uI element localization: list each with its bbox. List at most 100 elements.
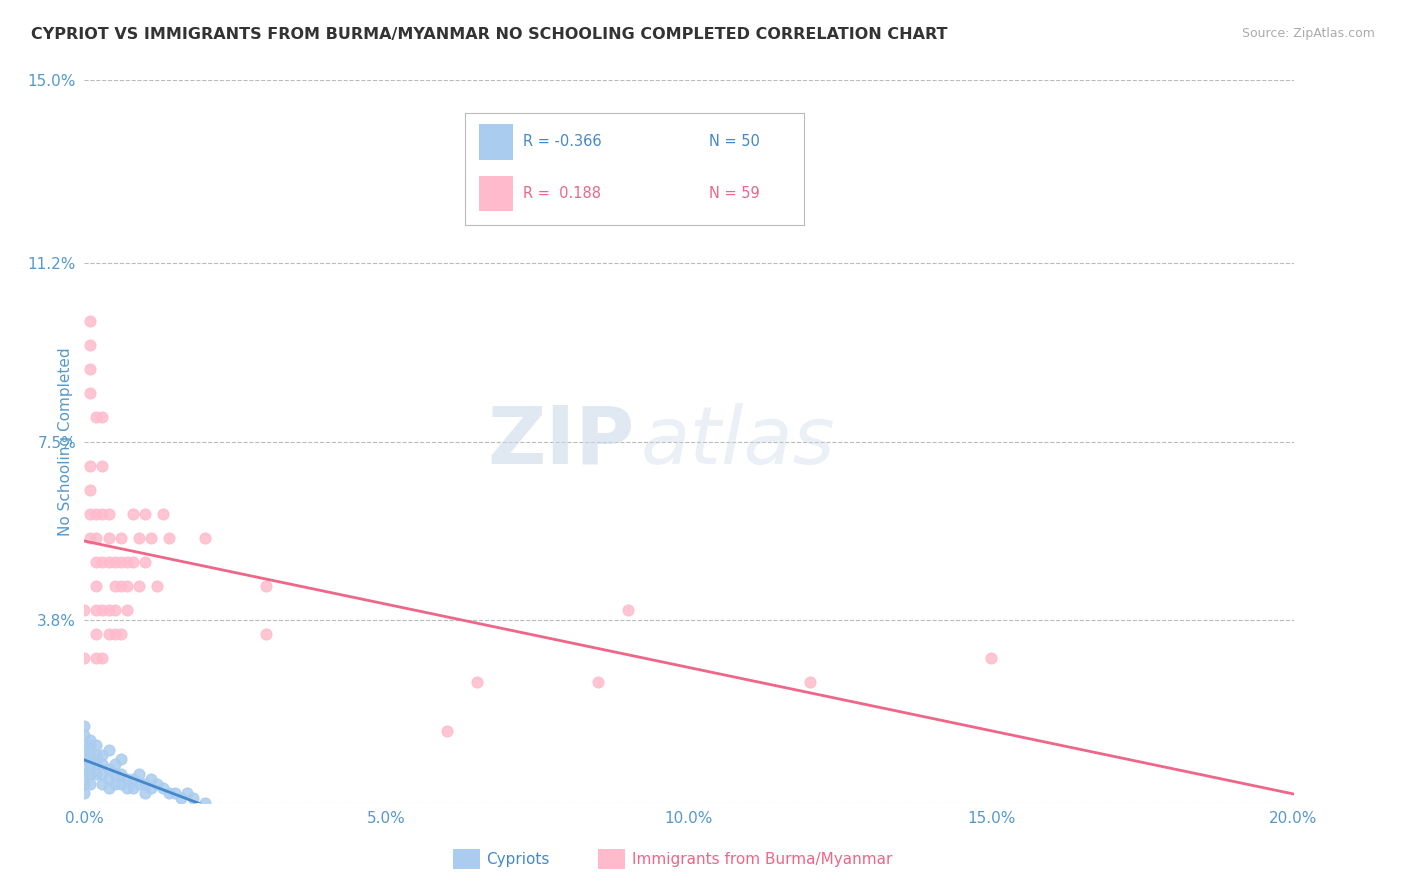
Point (104, 757, 127, 772)
Point (79, 757, 101, 772)
Point (128, 531, 150, 545)
Point (115, 555, 138, 569)
Point (980, 651, 1002, 665)
Point (152, 781, 174, 796)
Point (104, 776, 127, 790)
Point (134, 786, 156, 800)
Point (79, 338, 101, 352)
Point (110, 627, 132, 641)
Point (115, 579, 138, 593)
Point (73, 738, 96, 752)
Point (79, 738, 101, 752)
Point (152, 507, 174, 521)
Point (110, 752, 132, 766)
Point (165, 786, 187, 800)
Point (104, 627, 127, 641)
Point (79, 362, 101, 376)
Point (79, 314, 101, 328)
Point (91, 458, 114, 473)
Point (91, 555, 114, 569)
Point (86, 767, 108, 781)
Point (91, 776, 114, 790)
Point (128, 767, 150, 781)
Point (588, 675, 610, 690)
Point (97, 762, 120, 776)
Point (121, 772, 143, 786)
Point (79, 386, 101, 401)
Point (254, 579, 277, 593)
Bar (453, 849, 479, 870)
Point (97, 743, 120, 757)
Point (97, 627, 120, 641)
Point (115, 781, 138, 796)
Bar (599, 849, 624, 870)
Point (79, 776, 101, 790)
Point (115, 603, 138, 617)
Point (73, 719, 96, 733)
Point (86, 555, 108, 569)
Point (170, 791, 193, 805)
Point (110, 579, 132, 593)
Point (79, 767, 101, 781)
Point (134, 507, 156, 521)
Point (73, 728, 96, 742)
Point (254, 627, 277, 641)
Point (181, 791, 204, 805)
Point (128, 579, 150, 593)
Point (104, 767, 127, 781)
Point (104, 555, 127, 569)
Point (86, 651, 108, 665)
Point (79, 507, 101, 521)
Point (121, 781, 143, 796)
Point (139, 531, 162, 545)
Point (104, 579, 127, 593)
Point (97, 555, 120, 569)
Point (91, 507, 114, 521)
Text: atlas: atlas (641, 402, 835, 481)
Point (91, 757, 114, 772)
Y-axis label: No Schooling Completed: No Schooling Completed (58, 347, 73, 536)
Text: ZIP: ZIP (488, 402, 634, 481)
Point (110, 555, 132, 569)
Point (121, 555, 143, 569)
Point (146, 776, 169, 790)
Point (799, 675, 821, 690)
Point (115, 772, 138, 786)
Point (86, 579, 108, 593)
Point (157, 786, 180, 800)
Text: Immigrants from Burma/Myanmar: Immigrants from Burma/Myanmar (633, 852, 893, 867)
Point (91, 747, 114, 762)
Point (97, 772, 120, 786)
Point (134, 776, 156, 790)
Point (97, 531, 120, 545)
Point (73, 603, 96, 617)
Point (97, 507, 120, 521)
Point (86, 603, 108, 617)
Text: Cypriots: Cypriots (486, 852, 550, 867)
Point (91, 767, 114, 781)
Point (79, 483, 101, 497)
Point (139, 781, 162, 796)
Point (73, 757, 96, 772)
Point (91, 603, 114, 617)
Point (110, 531, 132, 545)
Point (86, 410, 108, 425)
Point (110, 767, 132, 781)
Point (194, 531, 217, 545)
Point (73, 776, 96, 790)
Point (79, 458, 101, 473)
Point (73, 651, 96, 665)
Point (110, 776, 132, 790)
Text: Source: ZipAtlas.com: Source: ZipAtlas.com (1241, 27, 1375, 40)
Point (86, 507, 108, 521)
Point (86, 747, 108, 762)
Point (176, 786, 198, 800)
Point (467, 675, 489, 690)
Point (86, 531, 108, 545)
Point (104, 603, 127, 617)
Point (139, 772, 162, 786)
Point (86, 627, 108, 641)
Point (86, 757, 108, 772)
Point (91, 651, 114, 665)
Point (97, 781, 120, 796)
